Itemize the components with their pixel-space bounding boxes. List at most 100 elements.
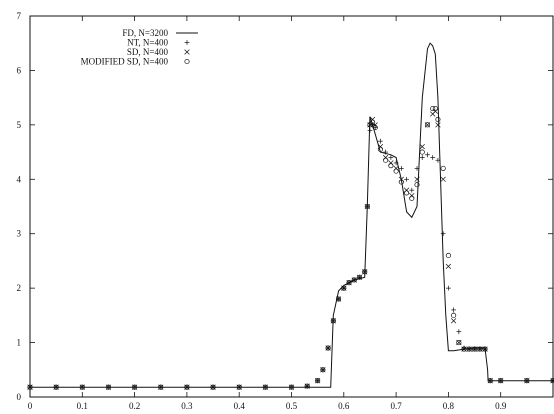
data-point — [435, 122, 441, 128]
data-point — [487, 378, 493, 384]
data-point — [105, 384, 112, 390]
series-2 — [27, 108, 554, 390]
data-point — [419, 149, 425, 155]
data-point — [432, 105, 438, 112]
data-point — [435, 116, 441, 122]
axes: 0 0.1 0.2 0.3 0.4 0.5 0.6 0.7 0.8 0.9 0 1 2 3 4 5 6 7 — [17, 11, 554, 411]
data-point — [440, 176, 446, 182]
data-point — [372, 125, 378, 130]
data-point — [440, 231, 446, 237]
data-point — [398, 166, 404, 171]
legend-swatch — [184, 40, 190, 45]
data-point — [367, 122, 373, 128]
data-point — [461, 345, 467, 351]
data-point — [471, 346, 478, 352]
x-tick-label: 0.4 — [234, 401, 246, 411]
data-point — [351, 277, 357, 283]
data-point — [383, 149, 389, 155]
data-point — [451, 307, 457, 313]
data-point — [450, 318, 457, 324]
legend-label: MODIFIED SD, N=400 — [81, 57, 169, 67]
data-point — [430, 105, 436, 112]
legend-label: FD, N=3200 — [122, 28, 168, 38]
x-tick-label: 0.6 — [338, 401, 350, 411]
y-tick-label: 3 — [17, 229, 22, 239]
legend-swatch — [184, 49, 190, 55]
data-point — [341, 285, 347, 291]
data-point — [288, 384, 295, 390]
data-point — [404, 176, 409, 182]
data-point — [320, 367, 326, 373]
legend-swatch — [184, 58, 190, 65]
data-point — [461, 346, 467, 352]
x-tick-label: 0.1 — [77, 401, 88, 411]
data-point — [498, 378, 504, 384]
data-point — [414, 182, 420, 188]
data-point — [378, 138, 383, 144]
x-tick-label: 0.8 — [443, 401, 455, 411]
data-point — [524, 378, 530, 384]
data-point — [236, 384, 242, 390]
legend-label: NT, N=400 — [127, 38, 168, 48]
y-tick-label: 2 — [17, 283, 22, 293]
x-tick-label: 0.9 — [495, 401, 507, 411]
data-point — [330, 318, 336, 324]
x-tick-label: 0.7 — [390, 401, 402, 411]
data-point — [430, 155, 436, 160]
data-point — [425, 152, 430, 158]
data-point — [393, 160, 399, 166]
x-tick-label: 0 — [28, 401, 33, 411]
data-point — [466, 346, 472, 352]
data-point — [362, 269, 368, 275]
data-point — [315, 378, 321, 384]
data-point — [79, 384, 85, 390]
data-point — [550, 378, 554, 384]
data-point — [364, 203, 370, 210]
y-tick-label: 0 — [17, 392, 22, 402]
data-point — [446, 285, 451, 291]
series-3 — [27, 105, 554, 390]
series-0 — [30, 42, 553, 388]
data-point — [414, 176, 420, 182]
y-tick-label: 4 — [17, 174, 22, 184]
data-point — [53, 384, 59, 390]
data-point — [325, 345, 331, 351]
y-tick-label: 7 — [17, 11, 22, 21]
data-point — [409, 187, 415, 193]
data-point — [482, 346, 488, 352]
y-tick-label: 1 — [17, 338, 22, 348]
series-line — [30, 42, 553, 388]
data-point — [356, 274, 363, 280]
data-point — [419, 155, 425, 160]
data-point — [398, 179, 404, 185]
legend-label: SD, N=400 — [127, 47, 169, 57]
data-point — [445, 252, 451, 259]
data-point — [370, 119, 376, 125]
x-tick-label: 0.5 — [286, 401, 298, 411]
data-point — [370, 122, 375, 128]
data-point — [367, 127, 373, 133]
series-layer — [27, 42, 554, 390]
data-point — [210, 384, 216, 390]
data-point — [404, 190, 410, 196]
y-tick-label: 6 — [17, 65, 22, 75]
data-point — [456, 329, 462, 335]
data-point — [419, 143, 425, 150]
x-tick-label: 0.2 — [129, 401, 140, 411]
x-tick-label: 0.3 — [181, 401, 193, 411]
data-point — [27, 384, 33, 390]
plot-frame — [29, 15, 554, 398]
data-point — [336, 296, 342, 302]
data-point — [132, 384, 138, 390]
data-point — [445, 263, 452, 270]
data-point — [435, 157, 441, 163]
data-point — [451, 312, 457, 318]
data-point — [377, 146, 383, 152]
data-point — [414, 166, 420, 171]
data-point — [184, 384, 190, 390]
data-point — [440, 165, 446, 171]
data-point — [262, 384, 268, 390]
